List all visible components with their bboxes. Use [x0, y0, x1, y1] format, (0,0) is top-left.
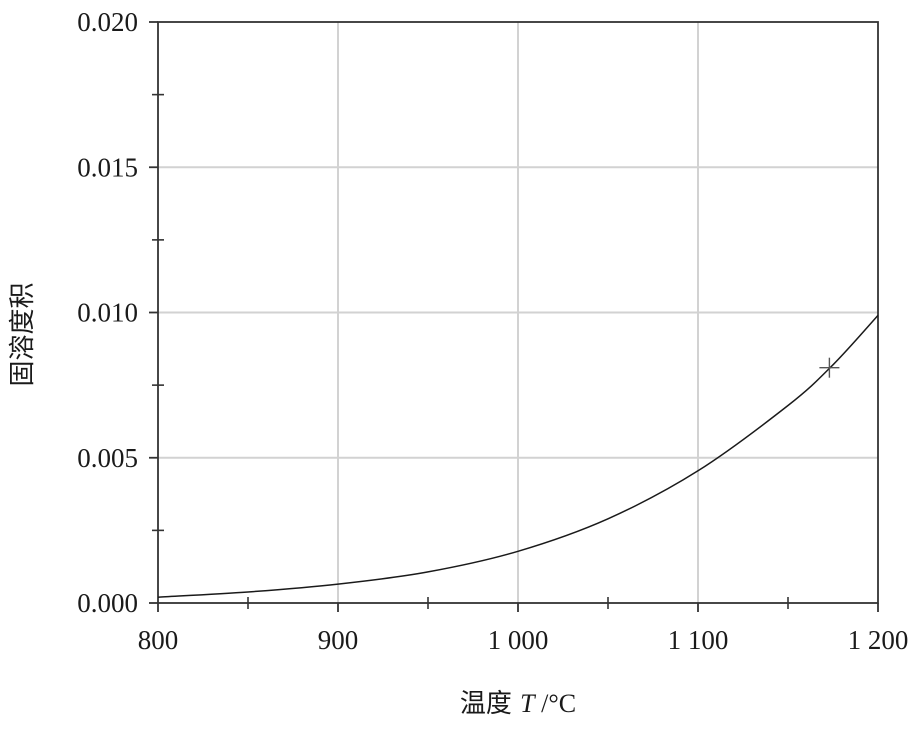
y-axis-title: 固溶度积 [8, 282, 38, 386]
y-tick-labels: 0.000 0.005 0.010 0.015 0.020 [77, 7, 138, 618]
y-tick-label-1: 0.005 [77, 443, 138, 473]
x-tick-label-3: 1 100 [668, 625, 729, 655]
minor-ticks [152, 93, 789, 609]
major-ticks [149, 21, 879, 612]
x-axis-title-symbol: T [520, 689, 536, 718]
x-tick-label-2: 1 000 [488, 625, 549, 655]
markers [819, 357, 840, 378]
grid-lines [158, 22, 878, 603]
x-axis-title-unit: /°C [535, 689, 576, 718]
x-axis-title: 温度 T /°C [460, 689, 576, 719]
x-tick-label-1: 900 [318, 625, 359, 655]
y-tick-label-3: 0.015 [77, 152, 138, 182]
x-tick-labels: 800 900 1 000 1 100 1 200 [138, 625, 909, 655]
x-tick-label-0: 800 [138, 625, 179, 655]
y-tick-label-4: 0.020 [77, 7, 138, 37]
plus-marker-0 [819, 357, 840, 378]
x-tick-label-4: 1 200 [848, 625, 909, 655]
x-axis-title-prefix: 温度 [460, 689, 520, 719]
y-tick-label-0: 0.000 [77, 588, 138, 618]
series-line [157, 314, 879, 598]
y-tick-label-2: 0.010 [77, 298, 138, 328]
